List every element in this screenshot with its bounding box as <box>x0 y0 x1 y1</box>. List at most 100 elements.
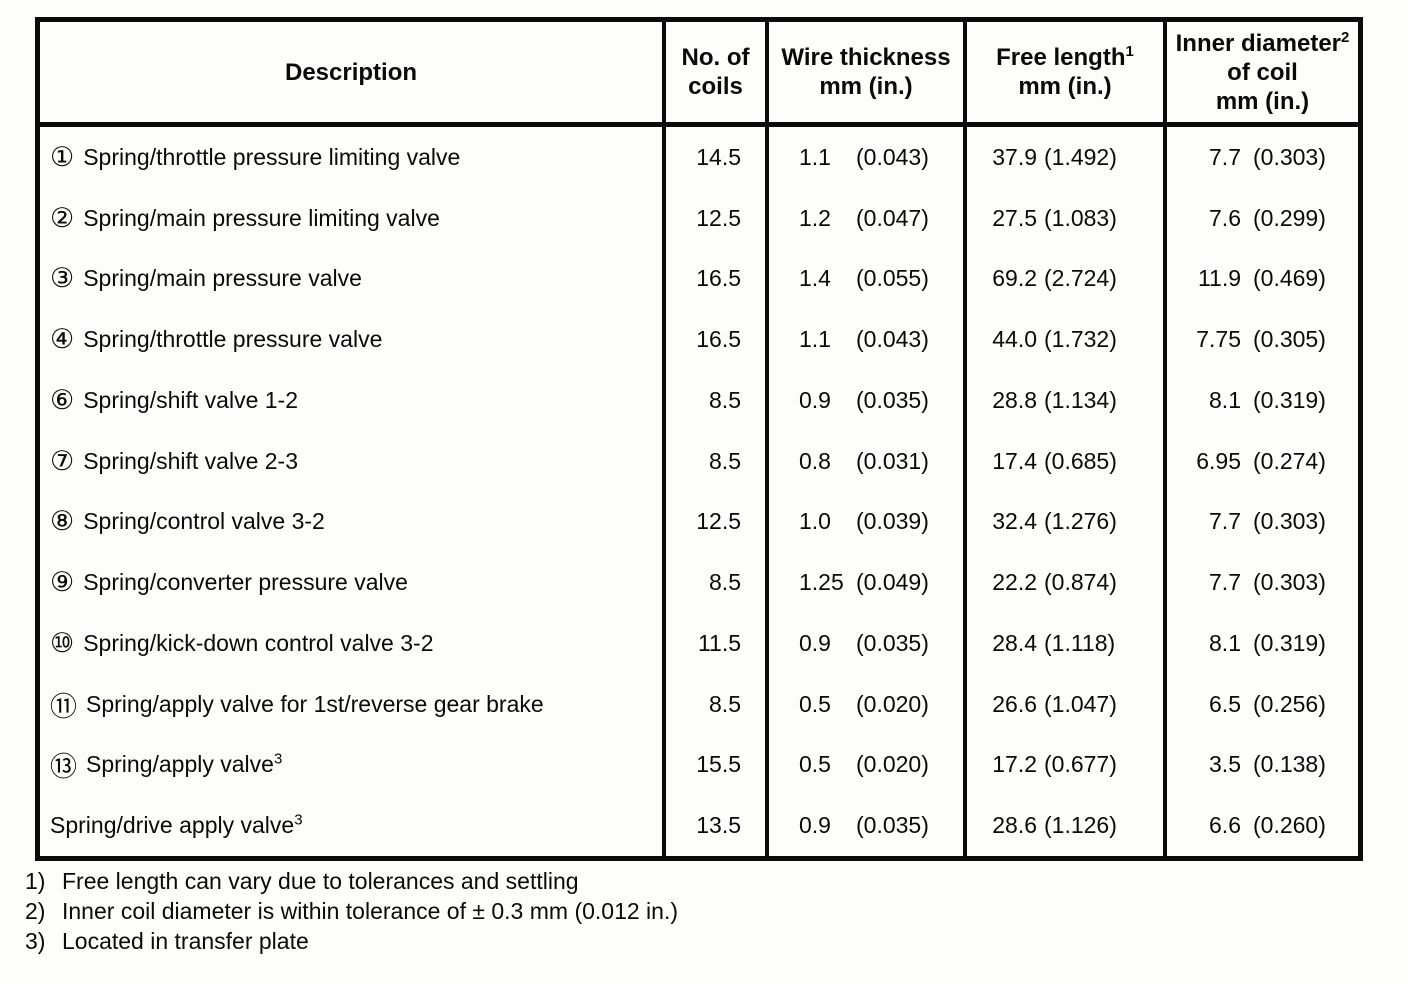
cell-wire-thickness: 1.25 (0.049) <box>765 552 963 613</box>
cell-description: Spring/drive apply valve3 <box>40 795 662 856</box>
cell-inner-diameter: 8.1 (0.319) <box>1163 370 1358 431</box>
table-row: ⑩ Spring/kick-down control valve 3-2 11.… <box>40 613 1358 674</box>
cell-wire-thickness: 0.5 (0.020) <box>765 673 963 735</box>
circled-number: ⑦ <box>50 445 75 476</box>
cell-description: ⑬ Spring/apply valve3 <box>40 735 662 796</box>
footnote-ref-2: 2 <box>1341 28 1350 46</box>
header-wire-thickness: Wire thickness mm (in.) <box>765 22 963 122</box>
cell-description: ⑦ Spring/shift valve 2-3 <box>40 431 662 492</box>
header-description: Description <box>40 22 662 122</box>
cell-inner-diameter: 6.95 (0.274) <box>1163 430 1358 492</box>
description-text: Spring/throttle pressure valve <box>83 326 383 353</box>
cell-inner-diameter: 7.75 (0.305) <box>1163 309 1358 370</box>
cell-no-of-coils: 11.5 <box>662 613 765 674</box>
cell-no-of-coils: 16.5 <box>662 309 765 370</box>
cell-description: ① Spring/throttle pressure limiting valv… <box>40 127 662 188</box>
cell-inner-diameter: 7.7 (0.303) <box>1163 552 1358 613</box>
circled-number: ④ <box>50 324 75 355</box>
table-header-row: Description No. of coils Wire thickness … <box>40 22 1358 127</box>
cell-free-length: 22.2 (0.874) <box>963 552 1163 613</box>
footnote-text: Located in transfer plate <box>62 928 309 954</box>
footnote-ref-3: 3 <box>294 811 303 829</box>
header-description-label: Description <box>284 58 418 86</box>
cell-no-of-coils: 8.5 <box>662 430 765 492</box>
cell-free-length: 28.8 (1.134) <box>963 370 1163 431</box>
circled-number: ⑬ <box>50 752 77 783</box>
footnote-marker: 3) <box>25 928 46 954</box>
description-text: Spring/drive apply valve3 <box>50 811 303 839</box>
cell-free-length: 26.6 (1.047) <box>963 673 1163 735</box>
cell-description: ⑨ Spring/converter pressure valve <box>40 552 662 613</box>
circled-number: ① <box>50 141 75 172</box>
description-text: Spring/shift valve 2-3 <box>83 447 298 474</box>
cell-free-length: 17.4 (0.685) <box>963 430 1163 492</box>
description-text: Spring/main pressure valve <box>83 265 362 292</box>
cell-free-length: 27.5 (1.083) <box>963 187 1163 249</box>
footnote-marker: 1) <box>25 868 46 894</box>
cell-no-of-coils: 8.5 <box>662 673 765 735</box>
cell-inner-diameter: 3.5 (0.138) <box>1163 734 1358 796</box>
cell-description: ④ Spring/throttle pressure valve <box>40 309 662 370</box>
table-row: Spring/drive apply valve3 13.5 0.9 (0.035… <box>40 795 1358 856</box>
table-row: ① Spring/throttle pressure limiting valv… <box>40 127 1358 188</box>
table-row: ⑬ Spring/apply valve3 15.5 0.5 (0.020) 17… <box>40 734 1358 796</box>
header-free-length: Free length1 mm (in.) <box>963 22 1163 122</box>
cell-inner-diameter: 7.7 (0.303) <box>1163 127 1358 188</box>
cell-description: ⑩ Spring/kick-down control valve 3-2 <box>40 613 662 674</box>
spring-specification-table: Description No. of coils Wire thickness … <box>35 17 1363 861</box>
footnote-text: Inner coil diameter is within tolerance … <box>62 898 679 924</box>
cell-wire-thickness: 0.8 (0.031) <box>765 430 963 492</box>
circled-number: ⑥ <box>50 384 75 415</box>
description-text: Spring/kick-down control valve 3-2 <box>83 629 434 656</box>
table-row: ③ Spring/main pressure valve 16.5 1.4 (0.… <box>40 248 1358 310</box>
cell-wire-thickness: 1.0 (0.039) <box>765 491 963 553</box>
description-text: Spring/apply valve3 <box>86 750 283 778</box>
cell-wire-thickness: 1.4 (0.055) <box>765 248 963 310</box>
circled-number: ③ <box>50 263 75 294</box>
description-text: Spring/apply valve for 1st/reverse gear … <box>86 690 544 717</box>
cell-wire-thickness: 1.1 (0.043) <box>765 309 963 370</box>
cell-wire-thickness: 0.5 (0.020) <box>765 734 963 796</box>
cell-no-of-coils: 12.5 <box>662 187 765 249</box>
cell-no-of-coils: 13.5 <box>662 795 765 856</box>
cell-free-length: 28.4 (1.118) <box>963 613 1163 674</box>
cell-no-of-coils: 16.5 <box>662 248 765 310</box>
cell-wire-thickness: 0.9 (0.035) <box>765 370 963 431</box>
circled-number: ⑧ <box>50 506 75 537</box>
footnote-ref-1: 1 <box>1125 43 1134 60</box>
cell-wire-thickness: 1.1 (0.043) <box>765 127 963 188</box>
cell-wire-thickness: 0.9 (0.035) <box>765 613 963 674</box>
footnote-text: Free length can vary due to tolerances a… <box>62 868 579 894</box>
footnote-1: 1) Free length can vary due to tolerance… <box>25 866 678 896</box>
table-row: ⑧ Spring/control valve 3-2 12.5 1.0 (0.03… <box>40 491 1358 553</box>
cell-inner-diameter: 7.6 (0.299) <box>1163 187 1358 249</box>
cell-inner-diameter: 6.5 (0.256) <box>1163 673 1358 735</box>
cell-no-of-coils: 15.5 <box>662 734 765 796</box>
cell-description: ⑧ Spring/control valve 3-2 <box>40 492 662 553</box>
cell-no-of-coils: 14.5 <box>662 127 765 188</box>
description-text: Spring/converter pressure valve <box>83 569 408 596</box>
cell-no-of-coils: 8.5 <box>662 552 765 613</box>
footnote-ref-3: 3 <box>273 750 283 768</box>
table-row: ⑦ Spring/shift valve 2-3 8.5 0.8 (0.031) … <box>40 430 1358 492</box>
cell-free-length: 37.9 (1.492) <box>963 127 1163 188</box>
header-no-of-coils: No. of coils <box>662 22 765 122</box>
footnote-marker: 2) <box>25 898 46 924</box>
cell-no-of-coils: 12.5 <box>662 491 765 553</box>
description-text: Spring/shift valve 1-2 <box>83 386 298 413</box>
cell-wire-thickness: 0.9 (0.035) <box>765 795 963 856</box>
table-row: ② Spring/main pressure limiting valve 12… <box>40 187 1358 249</box>
table-row: ⑥ Spring/shift valve 1-2 8.5 0.9 (0.035) … <box>40 370 1358 431</box>
circled-number: ⑨ <box>50 567 75 598</box>
table-body: ① Spring/throttle pressure limiting valv… <box>40 127 1358 856</box>
footnotes: 1) Free length can vary due to tolerance… <box>25 866 678 956</box>
cell-inner-diameter: 6.6 (0.260) <box>1163 795 1358 856</box>
table-row: ⑨ Spring/converter pressure valve 8.5 1.… <box>40 552 1358 613</box>
cell-description: ② Spring/main pressure limiting valve <box>40 188 662 249</box>
cell-inner-diameter: 8.1 (0.319) <box>1163 613 1358 674</box>
footnote-3: 3) Located in transfer plate <box>25 926 678 956</box>
cell-free-length: 44.0 (1.732) <box>963 309 1163 370</box>
description-text: Spring/main pressure limiting valve <box>83 204 440 231</box>
cell-wire-thickness: 1.2 (0.047) <box>765 187 963 249</box>
